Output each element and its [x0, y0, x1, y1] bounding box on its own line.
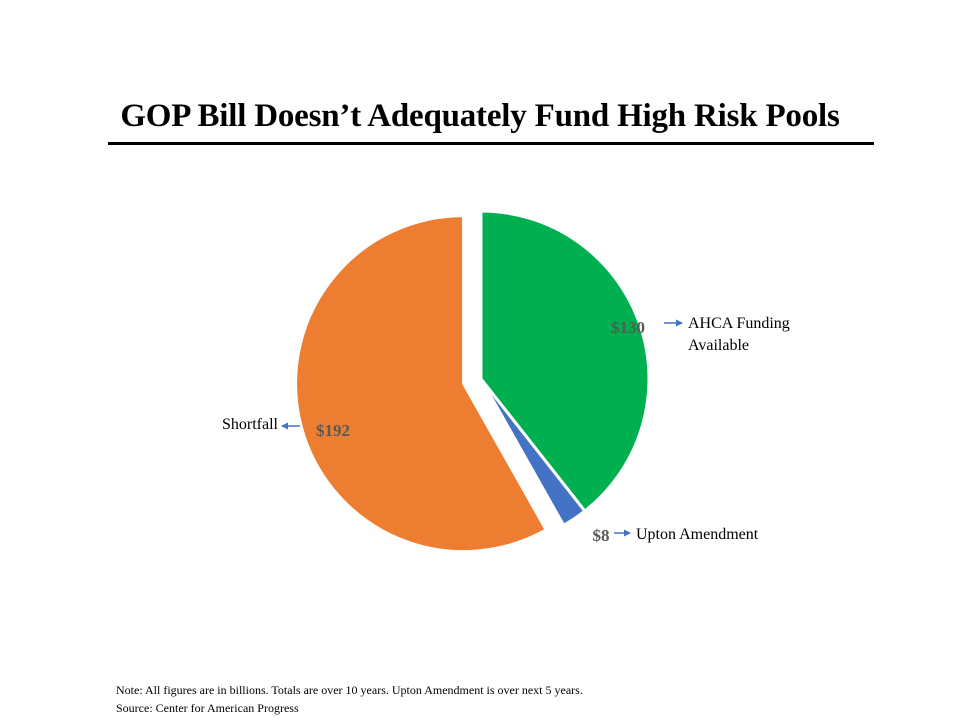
- slice-category-label: Upton Amendment: [636, 526, 759, 543]
- slice-category-label: Shortfall: [222, 416, 279, 433]
- pie-slice-ahca-funding-available: [479, 209, 651, 513]
- source-text: Source: Center for American Progress: [116, 701, 299, 715]
- note-text: Note: All figures are in billions. Total…: [116, 683, 583, 697]
- slice-value-label: $8: [593, 526, 610, 545]
- slice-value-label: $130: [611, 318, 645, 337]
- title-underline: [108, 142, 874, 145]
- chart-title: GOP Bill Doesn’t Adequately Fund High Ri…: [120, 98, 840, 134]
- slice-value-label: $192: [316, 421, 350, 440]
- pie-slice-shortfall: [294, 214, 548, 554]
- chart-note: Note: All figures are in billions. Total…: [116, 681, 583, 717]
- pie-slice-upton-amendment: [479, 377, 587, 527]
- slice-category-label: AHCA Funding Available: [688, 315, 790, 354]
